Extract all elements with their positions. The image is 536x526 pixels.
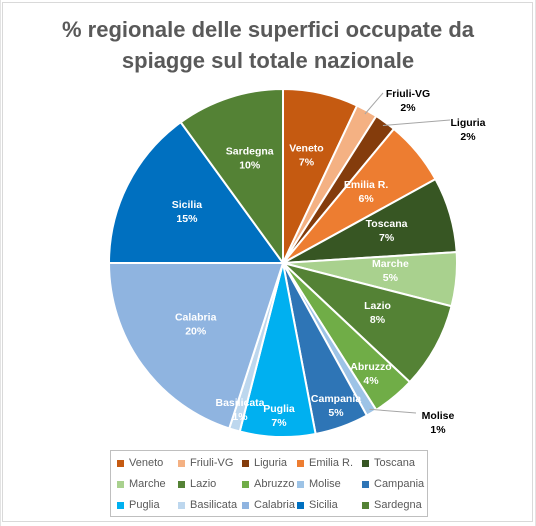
- legend-item-liguria: Liguria: [242, 456, 287, 470]
- slice-value-toscana: 7%: [379, 232, 395, 244]
- legend-label: Puglia: [129, 499, 160, 511]
- legend-label: Friuli-VG: [190, 457, 234, 469]
- slice-value-liguria: 2%: [460, 131, 476, 143]
- slice-label-sicilia: Sicilia: [172, 199, 203, 211]
- slice-value-molise: 1%: [430, 424, 446, 436]
- slice-label-puglia: Puglia: [263, 403, 295, 415]
- leader-line-molise: [369, 408, 417, 414]
- slice-value-sardegna: 10%: [239, 159, 261, 171]
- legend-label: Liguria: [254, 457, 288, 469]
- pie-slice-sardegna: [179, 87, 284, 267]
- legend-swatch: [178, 480, 185, 488]
- chart-legend: Veneto Friuli-VG Liguria Emilia R. Toscana Ma…: [110, 450, 428, 517]
- legend-item-basilicata: Basilicata: [178, 498, 237, 512]
- pie-slice-calabria: [107, 262, 285, 430]
- legend-label: Calabria: [254, 499, 295, 511]
- legend-label: Sardegna: [374, 499, 422, 511]
- slice-label-liguria: Liguria: [450, 117, 485, 129]
- legend-item-abruzzo: Abruzzo: [242, 477, 294, 491]
- legend-swatch: [178, 501, 185, 509]
- legend-label: Molise: [309, 478, 341, 490]
- legend-label: Lazio: [190, 478, 217, 490]
- leader-line-friuli-vg: [364, 92, 384, 115]
- legend-item-campania: Campania: [362, 477, 424, 491]
- legend-swatch: [242, 501, 249, 509]
- legend-label: Campania: [374, 478, 425, 490]
- legend-label: Veneto: [129, 457, 164, 469]
- slice-label-sardegna: Sardegna: [226, 145, 274, 157]
- slice-label-lazio: Lazio: [364, 300, 391, 312]
- legend-label: Emilia R.: [309, 457, 354, 469]
- legend-swatch: [242, 459, 249, 467]
- legend-swatch: [242, 480, 249, 488]
- legend-swatch: [362, 459, 369, 467]
- slice-value-abruzzo: 4%: [363, 375, 379, 387]
- legend-swatch: [297, 501, 304, 509]
- slice-value-veneto: 7%: [299, 157, 315, 169]
- legend-item-veneto: Veneto: [117, 456, 163, 470]
- legend-item-marche: Marche: [117, 477, 166, 491]
- slice-label-veneto: Veneto: [289, 143, 323, 155]
- slice-value-friuli-vg: 2%: [400, 102, 416, 114]
- slice-value-marche: 5%: [383, 272, 399, 284]
- legend-item-toscana: Toscana: [362, 456, 415, 470]
- slice-label-toscana: Toscana: [366, 218, 408, 230]
- legend-label: Toscana: [374, 457, 415, 469]
- legend-label: Marche: [129, 478, 166, 490]
- pie-slice-sicilia: [107, 120, 285, 264]
- legend-swatch: [297, 480, 304, 488]
- slice-label-campania: Campania: [311, 393, 361, 405]
- slice-label-friuli-vg: Friuli-VG: [386, 88, 430, 100]
- slice-label-abruzzo: Abruzzo: [350, 361, 391, 373]
- legend-swatch: [297, 459, 304, 467]
- slice-label-emilia-r: Emilia R.: [344, 179, 388, 191]
- gridline: [0, 0, 1, 526]
- legend-swatch: [117, 459, 124, 467]
- legend-swatch: [117, 501, 124, 509]
- leader-line-liguria: [382, 119, 451, 126]
- legend-item-emilia-r: Emilia R.: [297, 456, 353, 470]
- legend-item-sicilia: Sicilia: [297, 498, 338, 512]
- slice-value-puglia: 7%: [271, 417, 287, 429]
- slice-value-basilicata: 1%: [232, 411, 248, 423]
- legend-label: Basilicata: [190, 499, 238, 511]
- legend-swatch: [362, 480, 369, 488]
- slice-label-calabria: Calabria: [175, 311, 217, 323]
- slice-value-emilia-r: 6%: [359, 193, 375, 205]
- legend-label: Sicilia: [309, 499, 338, 511]
- chart-title-line-2: spiagge sul totale nazionale: [121, 48, 415, 73]
- legend-label: Abruzzo: [254, 478, 295, 490]
- legend-item-lazio: Lazio: [178, 477, 216, 491]
- slice-label-marche: Marche: [372, 258, 409, 270]
- slice-value-campania: 5%: [328, 407, 344, 419]
- chart-title: % regionale delle superfici occupate da …: [0, 14, 536, 76]
- chart-title-line-1: % regionale delle superfici occupate da: [61, 17, 475, 42]
- legend-swatch: [117, 480, 124, 488]
- slice-value-sicilia: 15%: [176, 213, 198, 225]
- legend-item-sardegna: Sardegna: [362, 498, 422, 512]
- slice-value-calabria: 20%: [185, 325, 207, 337]
- legend-item-puglia: Puglia: [117, 498, 160, 512]
- legend-item-molise: Molise: [297, 477, 341, 491]
- legend-item-friuli-vg: Friuli-VG: [178, 456, 233, 470]
- legend-swatch: [178, 459, 185, 467]
- legend-swatch: [362, 501, 369, 509]
- legend-item-calabria: Calabria: [242, 498, 295, 512]
- slice-label-basilicata: Basilicata: [215, 397, 264, 409]
- slice-label-molise: Molise: [422, 410, 455, 422]
- slice-value-lazio: 8%: [370, 314, 386, 326]
